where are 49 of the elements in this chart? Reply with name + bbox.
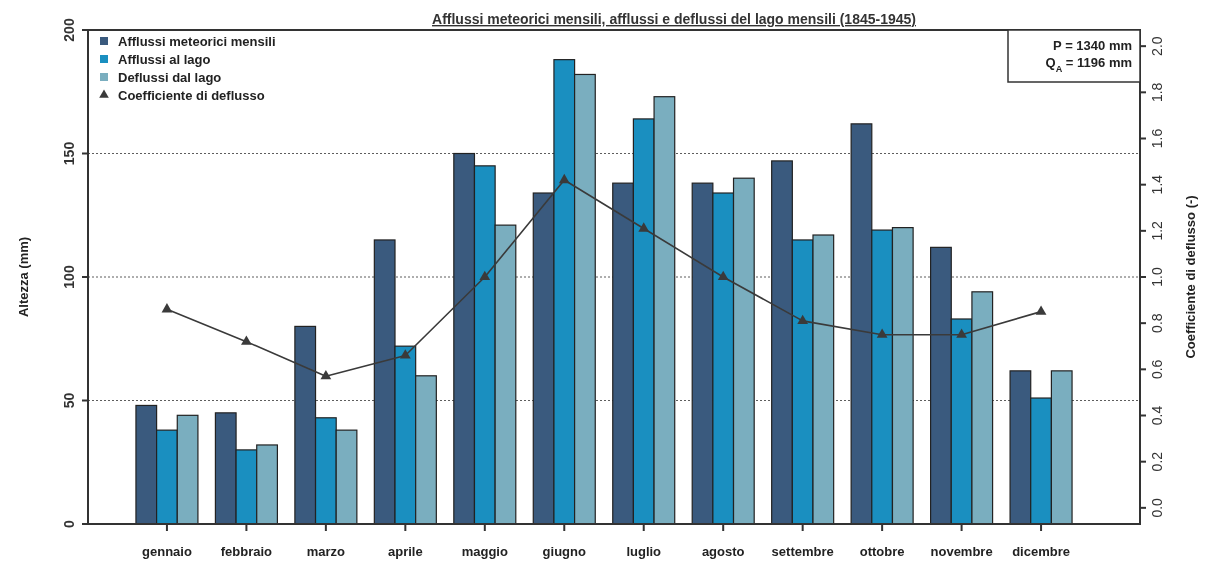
y-tick-label: 100 [61, 265, 77, 289]
y-tick-label: 150 [61, 141, 77, 166]
y2-tick-label: 1.2 [1149, 220, 1165, 241]
y2-axis-title: Coefficiente di deflusso (-) [1183, 195, 1198, 359]
legend-label: Deflussi dal lago [118, 70, 222, 85]
y-tick-label: 0 [61, 519, 77, 528]
point [320, 370, 332, 380]
point [161, 303, 173, 313]
point [638, 222, 650, 232]
y2-tick-label: 1.0 [1149, 267, 1165, 287]
y2-tick-label: 0.6 [1149, 359, 1165, 380]
x-tick-label: giugno [542, 544, 586, 559]
point [797, 314, 809, 324]
x-tick-label: agosto [701, 544, 745, 559]
x-tick-label: gennaio [142, 544, 192, 559]
y2-tick-label: 1.4 [1149, 174, 1165, 195]
annotation: P = 1340 mm [1053, 38, 1132, 53]
y2-tick-label: 2.0 [1149, 36, 1165, 56]
point [399, 349, 411, 359]
x-tick-label: aprile [387, 544, 423, 559]
y2-tick-label: 0.0 [1149, 497, 1165, 518]
x-tick-label: luglio [626, 544, 662, 559]
x-tick-label: ottobre [859, 544, 905, 559]
y2-tick-label: 1.6 [1149, 128, 1165, 149]
x-tick-label: novembre [930, 544, 993, 559]
y2-tick-label: 0.4 [1149, 405, 1165, 426]
y2-tick-label: 1.8 [1149, 82, 1165, 103]
x-tick-label: febbraio [220, 544, 273, 559]
x-tick-label: dicembre [1012, 544, 1070, 559]
annotation: Q$_{A}$ = 1196 mm [1045, 55, 1132, 74]
x-tick-label: settembre [771, 544, 834, 559]
chart-title: Afflussi meteorici mensili, afflussi e deflussi del lago mensili (1845-1945) [432, 11, 916, 27]
point [479, 270, 491, 281]
x-tick-label: maggio [461, 544, 508, 559]
point [558, 173, 570, 184]
point [1035, 305, 1047, 315]
legend-label: Afflussi al lago [118, 52, 211, 67]
x-tick-label: marzo [306, 544, 346, 559]
y2-tick-label: 0.8 [1149, 313, 1165, 333]
y-tick-label: 200 [61, 18, 77, 42]
y2-tick-label: 0.2 [1149, 451, 1165, 472]
point [876, 328, 888, 338]
point [956, 328, 967, 338]
legend-label: Coefficiente di deflusso [118, 88, 265, 103]
legend-label: Afflussi meteorici mensili [118, 34, 276, 49]
y-axis-title: Altezza (mm) [16, 236, 31, 318]
y-tick-label: 50 [61, 392, 77, 409]
point [241, 335, 252, 345]
point [717, 270, 729, 281]
